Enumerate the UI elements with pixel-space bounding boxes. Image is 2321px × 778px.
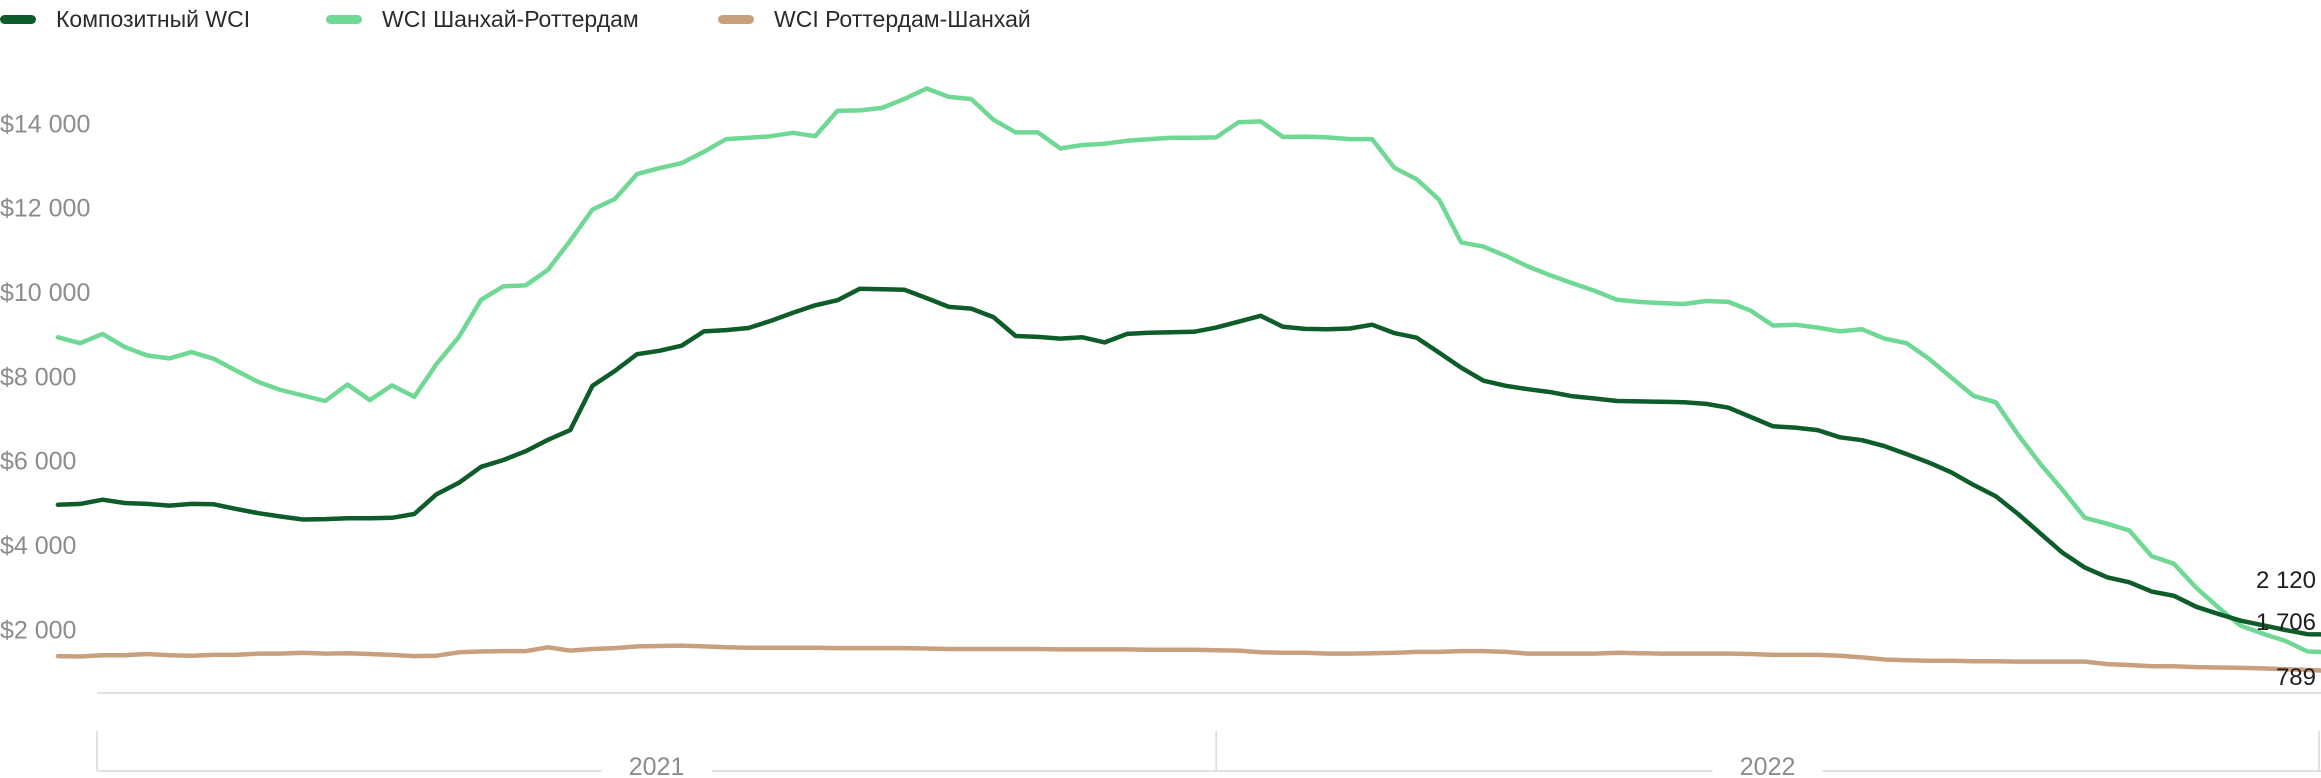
y-tick-label: $2 000 xyxy=(0,616,76,644)
legend-swatch-rotterdam-shanghai xyxy=(718,15,754,24)
end-label: 789 xyxy=(2276,664,2316,691)
legend-label-shanghai-rotterdam: WCI Шанхай-Роттердам xyxy=(382,6,639,32)
y-tick-label: $6 000 xyxy=(0,448,76,476)
x-group-label-bg xyxy=(601,767,712,777)
legend-label-rotterdam-shanghai: WCI Роттердам-Шанхай xyxy=(774,6,1031,32)
series-line-1 xyxy=(55,86,2321,655)
legend-item-composite[interactable]: Композитный WCI xyxy=(0,6,250,33)
legend-label-composite: Композитный WCI xyxy=(56,6,251,32)
series-line-0 xyxy=(55,286,2321,637)
y-tick-label: $8 000 xyxy=(0,363,76,391)
y-tick-label: $10 000 xyxy=(0,279,90,307)
series-line-2 xyxy=(55,643,2321,673)
x-group-label: 2022 xyxy=(1740,753,1796,778)
legend-item-shanghai-rotterdam[interactable]: WCI Шанхай-Роттердам xyxy=(326,6,639,33)
legend-swatch-composite xyxy=(0,15,36,24)
x-group-label-bg xyxy=(1712,767,1823,777)
end-label: 2 120 xyxy=(2256,567,2316,594)
y-tick-label: $14 000 xyxy=(0,110,90,138)
legend-swatch-shanghai-rotterdam xyxy=(326,15,362,24)
end-label: 1 706 xyxy=(2256,609,2316,636)
y-tick-label: $12 000 xyxy=(0,195,90,223)
x-group-label: 2021 xyxy=(629,753,685,778)
y-tick-label: $4 000 xyxy=(0,532,76,560)
legend-item-rotterdam-shanghai[interactable]: WCI Роттердам-Шанхай xyxy=(718,6,1031,33)
